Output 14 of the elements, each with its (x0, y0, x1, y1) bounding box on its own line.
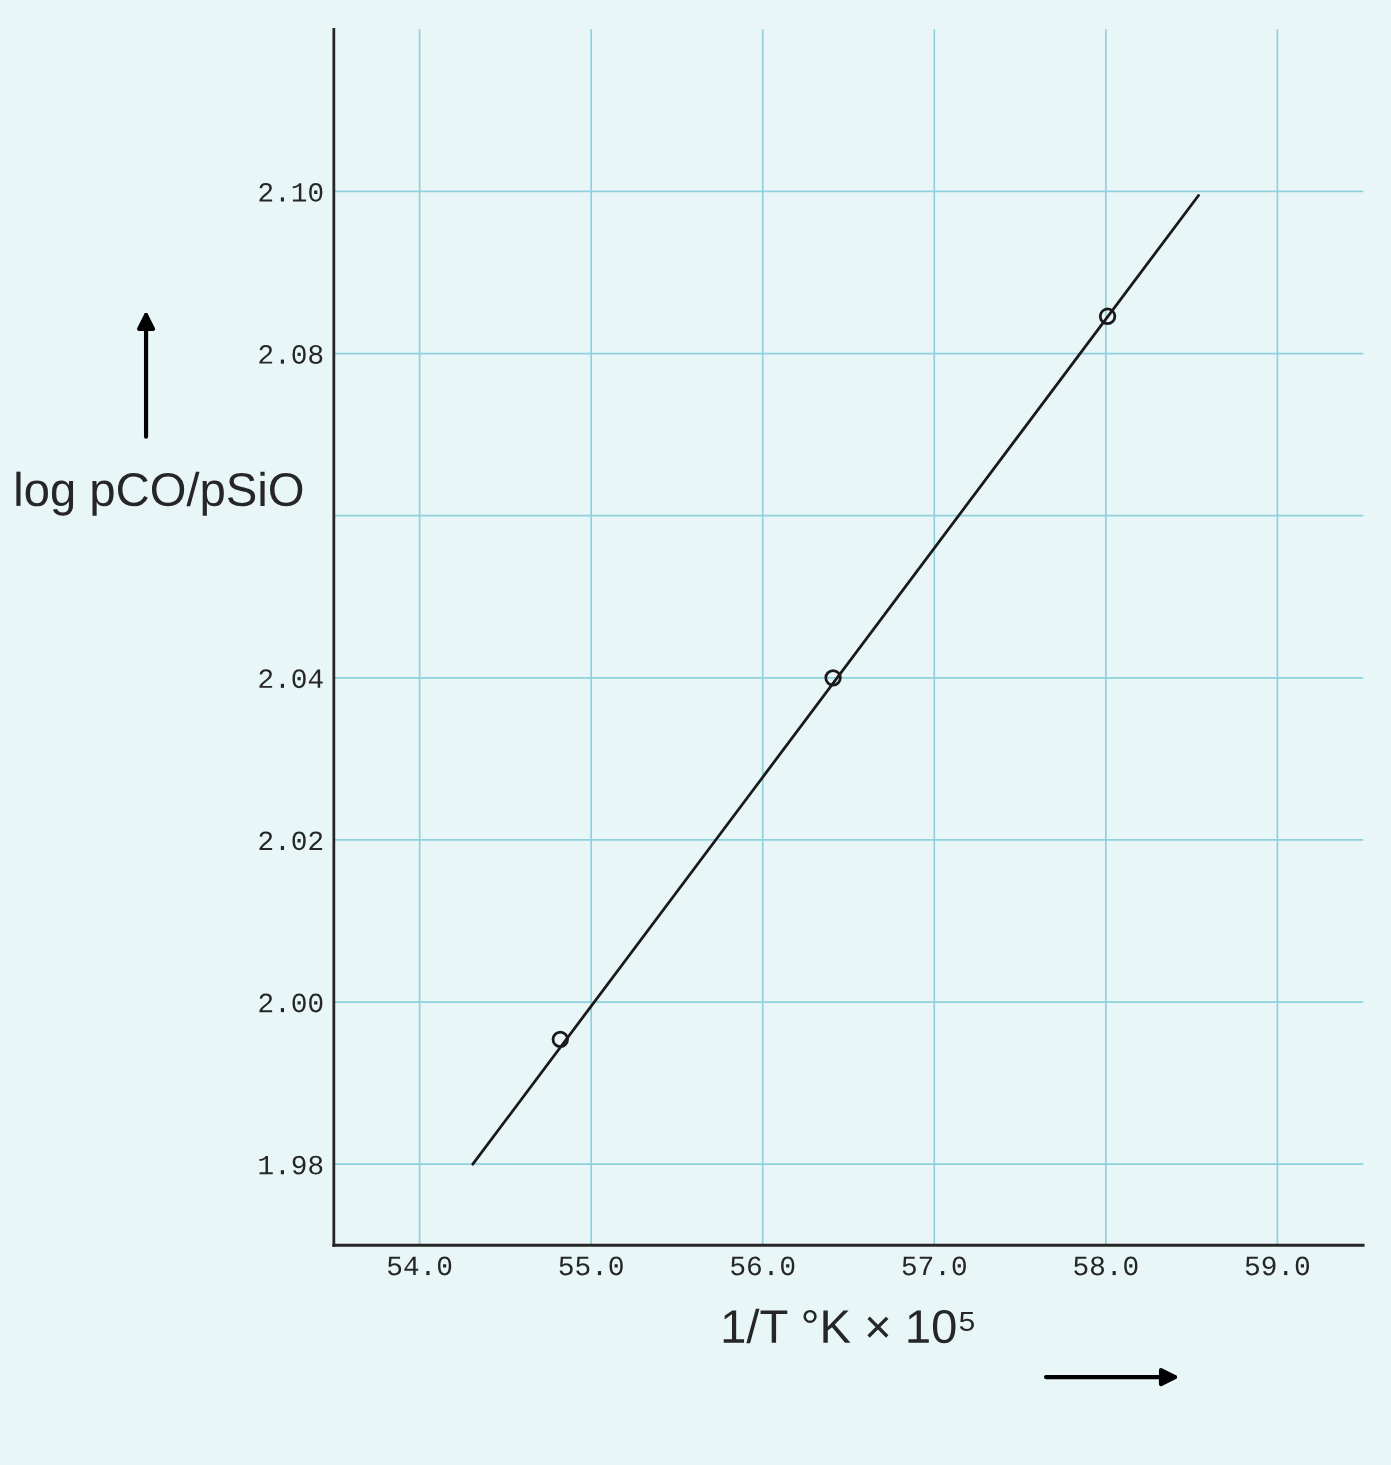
x-axis-title: 1/T °K × 10⁵ (723, 1308, 975, 1344)
y-tick-label: 2.02 (259, 831, 323, 851)
y-tick-label: 2.00 (259, 993, 323, 1013)
x-tick-label: 59.0 (1245, 1256, 1310, 1276)
x-tick-label: 55.0 (559, 1256, 623, 1276)
y-tick-label: 2.04 (259, 669, 323, 689)
y-tick-label: 1.98 (259, 1155, 323, 1175)
x-tick-label: 58.0 (1074, 1256, 1138, 1276)
x-tick-label: 57.0 (902, 1256, 966, 1276)
x-tick-label: 54.0 (388, 1256, 452, 1276)
y-axis-title: log pCO/pSiO (16, 471, 303, 516)
y-tick-label: 2.08 (259, 345, 323, 364)
x-tick-label: 56.0 (731, 1256, 795, 1276)
y-tick-label: 2.10 (259, 182, 323, 202)
